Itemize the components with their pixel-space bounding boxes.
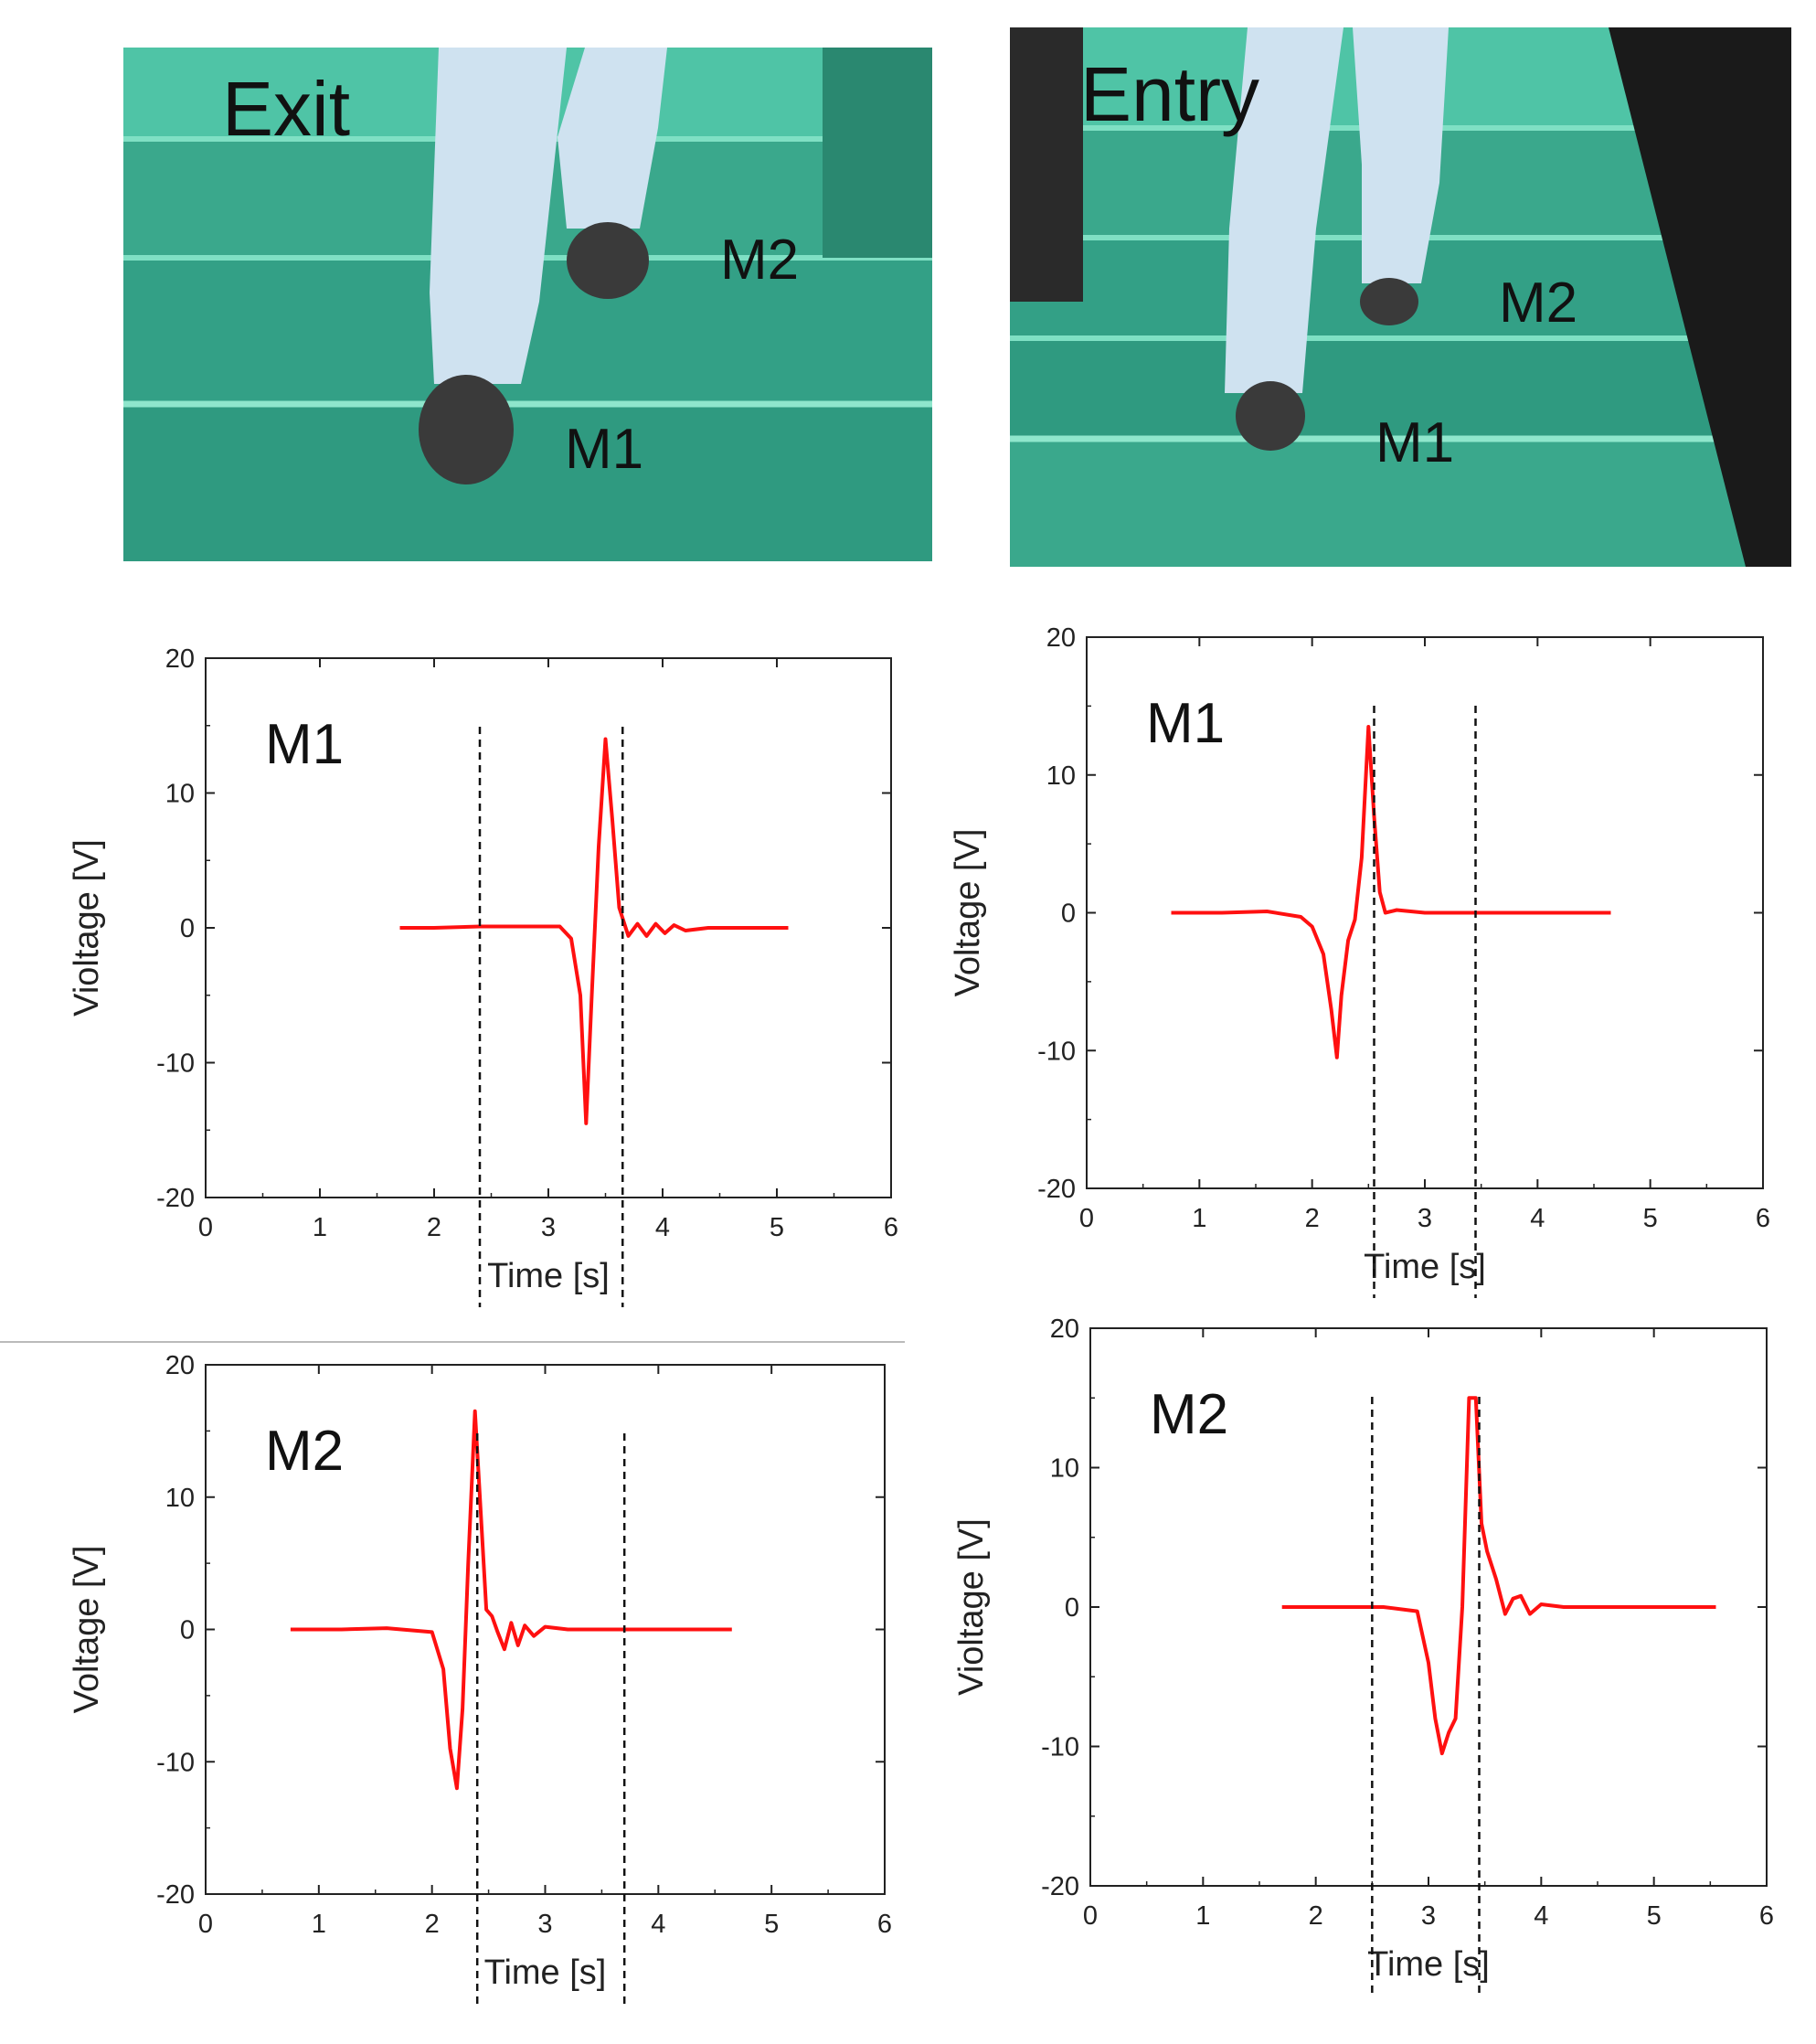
y-tick-label: -10: [1037, 1037, 1076, 1066]
x-tick-label: 6: [884, 1213, 898, 1242]
signal-trace: [1281, 1396, 1716, 1756]
x-tick-label: 5: [1647, 1901, 1662, 1931]
exit-photo-m2-label: M2: [720, 229, 799, 292]
entry-stair-5: [1010, 439, 1791, 567]
y-tick-label: -10: [1041, 1733, 1079, 1762]
entry-photo-title: Entry: [1080, 51, 1259, 137]
panel-label: M2: [265, 1420, 344, 1483]
entry-stair-4: [1010, 338, 1791, 439]
y-axis-label: Violtage [V]: [952, 1518, 991, 1696]
y-tick-label: -10: [156, 1049, 195, 1079]
y-axis-label: Voltage [V]: [68, 1546, 106, 1714]
exit-stair-4: [123, 404, 932, 561]
x-tick-label: 4: [655, 1213, 670, 1242]
entry-photo-m2-label: M2: [1499, 271, 1577, 335]
y-tick-label: 20: [165, 1351, 195, 1380]
chart-exit-m2: 0 1 2 3 4 5 6 -20 -10 0 10 20 Time [s] Voltage [V] M2: [68, 1351, 892, 2004]
x-tick-label: 3: [1421, 1901, 1436, 1931]
x-tick-label: 5: [770, 1213, 784, 1242]
y-tick-label: 0: [180, 1616, 195, 1645]
chart-exit-m1: 0 1 2 3 4 5 6 -20 -10 0 10 20 Time [s] Violtage [V] M1: [68, 644, 898, 1307]
panel-label: M1: [265, 713, 344, 776]
x-tick-label: 5: [1643, 1204, 1658, 1233]
y-tick-label: 0: [180, 914, 195, 943]
signal-trace: [1171, 725, 1611, 1059]
y-axis-label: Violtage [V]: [68, 839, 106, 1017]
x-tick-label: 4: [1534, 1901, 1548, 1931]
exit-right-leg: [558, 48, 667, 229]
x-tick-label: 0: [1079, 1204, 1094, 1233]
panel-label: M1: [1146, 692, 1225, 755]
y-tick-label: -20: [1037, 1175, 1076, 1204]
entry-left-leg: [1225, 27, 1343, 393]
exit-shoe-front: [419, 375, 514, 484]
x-tick-label: 3: [1418, 1204, 1432, 1233]
x-tick-label: 2: [1309, 1901, 1323, 1931]
signal-trace: [290, 1409, 732, 1791]
x-tick-label: 2: [427, 1213, 441, 1242]
x-tick-label: 0: [198, 1910, 213, 1939]
x-tick-label: 1: [312, 1910, 326, 1939]
y-axis-label: Voltage [V]: [949, 829, 987, 997]
x-tick-label: 2: [1305, 1204, 1320, 1233]
x-tick-label: 3: [537, 1910, 552, 1939]
entry-photo: Entry M2 M1: [1010, 27, 1791, 567]
entry-photo-m1-label: M1: [1375, 411, 1454, 474]
x-tick-label: 0: [1083, 1901, 1098, 1931]
x-tick-label: 1: [1192, 1204, 1206, 1233]
chart-entry-m2: 0 1 2 3 4 5 6 -20 -10 0 10 20 Time [s] Violtage [V] M2: [952, 1315, 1774, 1996]
y-tick-label: -20: [1041, 1872, 1079, 1901]
y-tick-label: 20: [165, 644, 195, 674]
y-tick-label: 10: [1046, 761, 1076, 791]
x-axis-label: Time [s]: [484, 1954, 607, 1992]
y-tick-label: -20: [156, 1880, 195, 1910]
y-tick-label: -20: [156, 1184, 195, 1213]
y-tick-label: 10: [165, 780, 195, 809]
x-axis-label: Time [s]: [1364, 1248, 1486, 1286]
panel-label: M2: [1150, 1383, 1228, 1446]
chart-entry-m1: 0 1 2 3 4 5 6 -20 -10 0 10 20 Time [s] Voltage [V] M1: [949, 623, 1770, 1298]
x-tick-label: 4: [651, 1910, 665, 1939]
x-tick-label: 6: [877, 1910, 892, 1939]
exit-photo-title: Exit: [222, 66, 350, 152]
exit-stair-side: [823, 48, 932, 258]
x-tick-label: 3: [541, 1213, 556, 1242]
x-tick-label: 2: [425, 1910, 440, 1939]
x-axis-label: Time [s]: [1367, 1945, 1490, 1984]
entry-railing: [1609, 27, 1791, 567]
exit-photo: Exit M2 M1: [123, 48, 932, 561]
exit-shoe-back: [567, 222, 649, 299]
y-tick-label: -10: [156, 1748, 195, 1777]
exit-left-leg: [430, 48, 567, 384]
x-tick-label: 0: [198, 1213, 213, 1242]
x-tick-label: 1: [1195, 1901, 1210, 1931]
x-tick-label: 6: [1759, 1901, 1774, 1931]
x-tick-label: 6: [1756, 1204, 1770, 1233]
x-tick-label: 1: [313, 1213, 327, 1242]
y-tick-label: 10: [165, 1484, 195, 1513]
y-tick-label: 20: [1046, 623, 1076, 653]
signal-trace: [399, 737, 789, 1125]
entry-shoe-back: [1360, 278, 1418, 325]
x-tick-label: 5: [764, 1910, 779, 1939]
entry-wall-left: [1010, 27, 1083, 302]
y-tick-label: 20: [1050, 1315, 1079, 1344]
x-tick-label: 4: [1530, 1204, 1545, 1233]
x-axis-label: Time [s]: [487, 1257, 610, 1295]
entry-shoe-front: [1236, 381, 1305, 451]
y-tick-label: 0: [1065, 1593, 1079, 1623]
y-tick-label: 10: [1050, 1454, 1079, 1484]
y-tick-label: 0: [1061, 900, 1076, 929]
exit-photo-m1-label: M1: [565, 418, 643, 481]
entry-right-leg: [1353, 27, 1449, 283]
